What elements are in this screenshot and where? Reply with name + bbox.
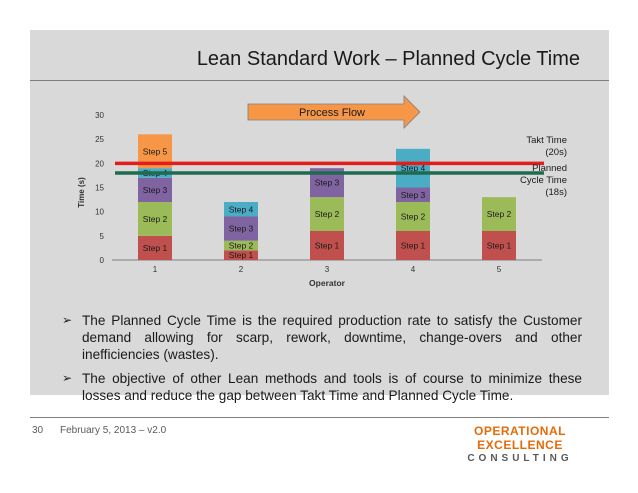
reference-label: (20s)	[545, 147, 567, 158]
bar-segment	[396, 202, 430, 231]
bar-segment	[138, 202, 172, 236]
y-tick-label: 30	[95, 111, 104, 120]
page-number: 30	[32, 425, 44, 436]
segment-label: Step 3	[229, 224, 254, 234]
bullet-text: The Planned Cycle Time is the required p…	[82, 313, 582, 362]
bar-segment	[396, 148, 430, 188]
bullet-list: ➢ The Planned Cycle Time is the required …	[62, 312, 582, 411]
bar-segment	[396, 187, 430, 202]
bar-segment	[224, 202, 258, 217]
segment-label: Step 2	[401, 212, 426, 222]
segment-label: Step 2	[229, 241, 254, 251]
segment-label: Step 3	[401, 190, 426, 200]
segment-label: Step 3	[143, 185, 168, 195]
y-tick-label: 0	[100, 256, 105, 265]
bar-segment	[224, 240, 258, 251]
bar-segment	[138, 177, 172, 202]
process-flow-arrow-icon	[247, 95, 421, 129]
segment-label: Step 4	[401, 163, 426, 173]
segment-label: Step 1	[487, 241, 512, 251]
arrow-right-icon: ➢	[62, 313, 73, 327]
segment-label: Step 4	[229, 204, 254, 214]
segment-label: Step 2	[315, 209, 340, 219]
x-tick-label: 2	[239, 265, 244, 274]
arrow-right-icon: ➢	[62, 371, 73, 385]
reference-label: Takt Time	[526, 135, 567, 146]
bullet-item: ➢ The objective of other Lean methods and…	[62, 370, 582, 404]
segment-label: Step 1	[315, 241, 340, 251]
y-tick-label: 25	[95, 135, 104, 144]
segment-label: Step 1	[143, 243, 168, 253]
bullet-text: The objective of other Lean methods and …	[82, 371, 582, 403]
reference-label: Planned	[532, 163, 567, 174]
reference-label: Cycle Time	[520, 175, 567, 186]
reference-label: (18s)	[545, 187, 567, 198]
y-tick-label: 5	[100, 232, 105, 241]
bar-segment	[138, 235, 172, 260]
footer-date: February 5, 2013 – v2.0	[60, 425, 167, 436]
x-axis-label: Operator	[309, 278, 346, 288]
footer-divider	[30, 417, 609, 418]
x-tick-label: 3	[325, 265, 330, 274]
segment-label: Step 1	[401, 241, 426, 251]
y-tick-label: 10	[95, 208, 104, 217]
y-tick-label: 20	[95, 159, 104, 168]
x-tick-label: 1	[153, 265, 158, 274]
segment-label: Step 5	[143, 146, 168, 156]
company-logo: OPERATIONAL EXCELLENCE CONSULTING	[440, 424, 600, 464]
title-divider	[30, 80, 609, 81]
bullet-item: ➢ The Planned Cycle Time is the required …	[62, 312, 582, 363]
y-axis-label: Time (s)	[77, 177, 86, 208]
logo-line1: OPERATIONAL EXCELLENCE	[474, 424, 566, 452]
segment-label: Step 2	[143, 214, 168, 224]
bar-segment	[482, 197, 516, 231]
slide-title: Lean Standard Work – Planned Cycle Time	[196, 48, 580, 70]
y-tick-label: 15	[95, 184, 104, 193]
bar-segment	[224, 250, 258, 260]
logo-line2: CONSULTING	[467, 453, 573, 464]
x-tick-label: 5	[497, 265, 502, 274]
process-flow-label: Process Flow	[299, 107, 365, 119]
segment-label: Step 3	[315, 178, 340, 188]
x-tick-label: 4	[411, 265, 416, 274]
bar-segment	[310, 197, 344, 231]
segment-label: Step 1	[229, 250, 254, 260]
bar-segment	[396, 231, 430, 260]
segment-label: Step 2	[487, 209, 512, 219]
bar-segment	[310, 231, 344, 260]
bar-segment	[224, 216, 258, 241]
bar-segment	[482, 231, 516, 260]
